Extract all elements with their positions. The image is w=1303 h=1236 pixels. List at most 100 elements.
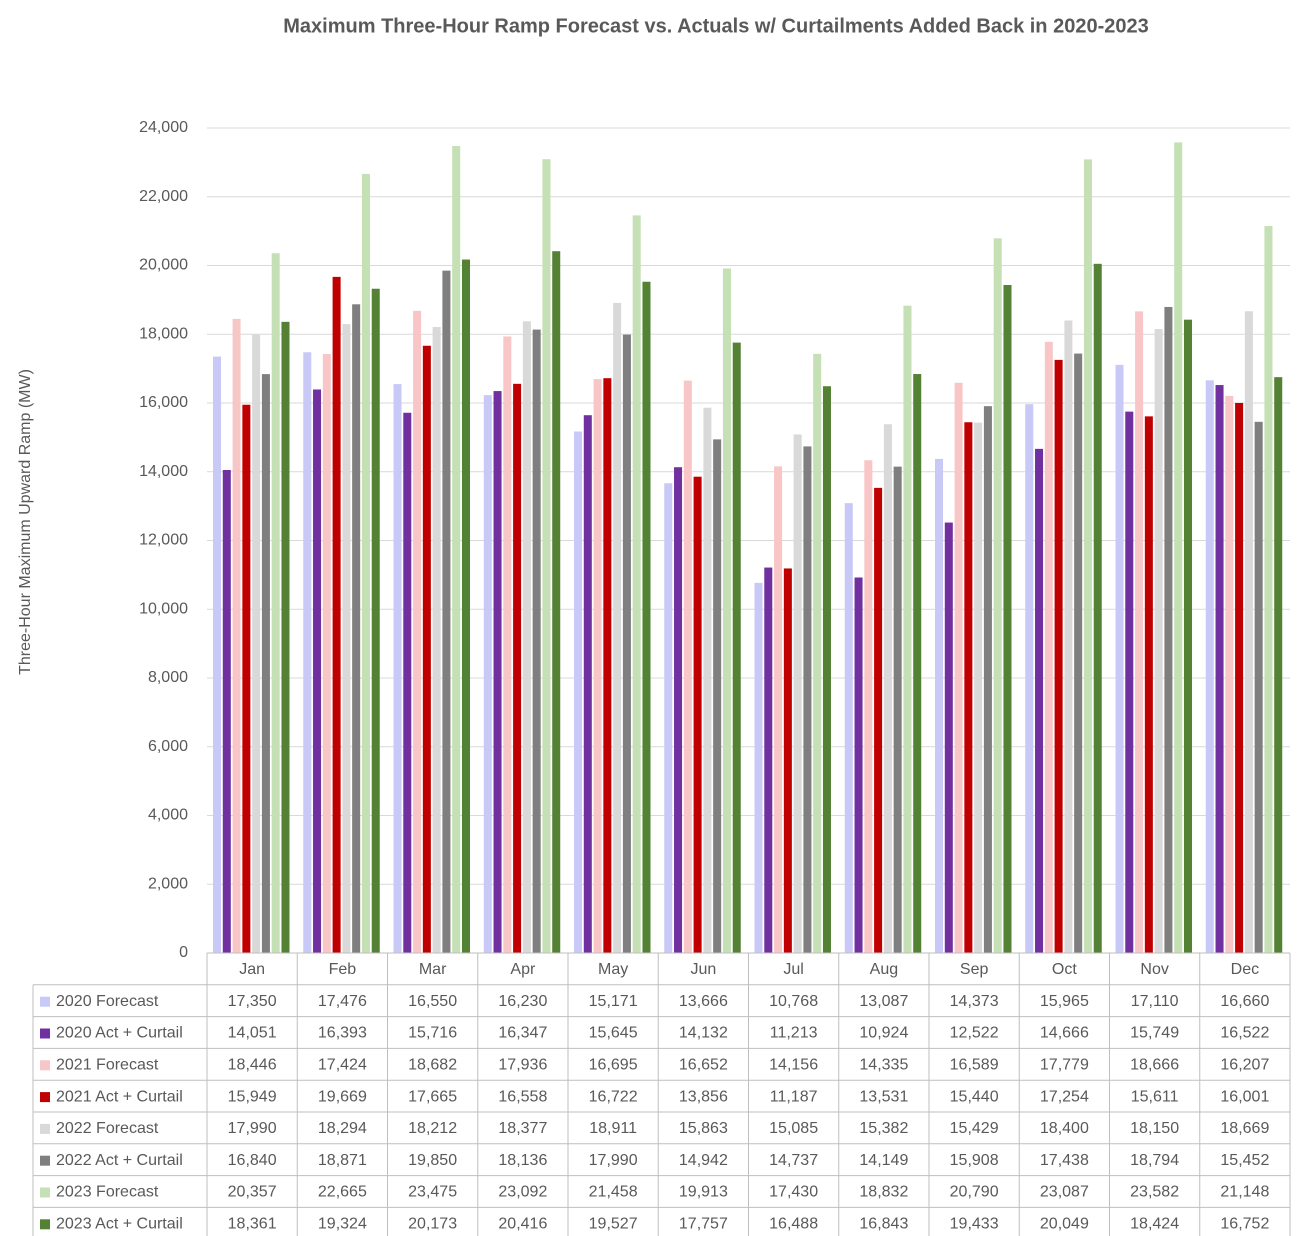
bar [622,334,631,953]
table-value: 20,790 [950,1184,999,1201]
table-value: 18,682 [408,1057,457,1074]
table-value: 19,433 [950,1216,999,1233]
bar [693,476,702,953]
bar [1235,402,1244,953]
bar [893,466,902,953]
table-value: 18,212 [408,1120,457,1137]
bar [261,374,270,953]
y-tick-label: 16,000 [139,394,188,411]
y-tick-label: 6,000 [148,738,188,755]
table-value: 17,990 [589,1152,638,1169]
table-value: 17,424 [318,1057,367,1074]
table-value: 18,400 [1040,1120,1089,1137]
table-value: 17,665 [408,1088,457,1105]
bar [342,324,351,953]
bar [1225,395,1234,953]
table-value: 20,049 [1040,1216,1089,1233]
x-tick-label: May [598,961,628,978]
x-tick-label: Sep [960,961,989,978]
bar [1215,385,1224,953]
bar [222,469,231,953]
table-value: 17,936 [498,1057,547,1074]
bar [983,406,992,954]
bar [303,352,312,953]
table-value: 15,382 [859,1120,908,1137]
bar [583,415,592,953]
table-value: 15,965 [1040,993,1089,1010]
table-value: 17,476 [318,993,367,1010]
x-tick-label: Dec [1231,961,1259,978]
bar [483,395,492,953]
table-value: 14,156 [769,1057,818,1074]
bar [1093,263,1102,953]
bar [913,374,922,954]
table-value: 16,695 [589,1057,638,1074]
table-value: 15,716 [408,1025,457,1042]
table-value: 15,171 [589,993,638,1010]
bar [793,434,802,953]
legend-label: 2023 Act + Curtail [56,1216,183,1233]
legend-label: 2021 Forecast [56,1057,159,1074]
y-tick-label: 22,000 [139,188,188,205]
bar [703,407,712,954]
bar [974,422,983,953]
legend-label: 2022 Act + Curtail [56,1152,183,1169]
y-tick-label: 8,000 [148,669,188,686]
bar [1264,226,1273,954]
table-value: 18,424 [1130,1216,1179,1233]
bar [461,259,470,954]
table-value: 16,843 [859,1216,908,1233]
table-value: 10,768 [769,993,818,1010]
table-value: 17,990 [228,1120,277,1137]
table-value: 11,213 [770,1025,818,1042]
bar [1164,306,1173,953]
table-value: 13,531 [859,1088,908,1105]
bar [664,483,673,953]
bar [844,503,853,953]
x-tick-label: Jan [239,961,265,978]
table-value: 14,149 [859,1152,908,1169]
bar [1154,329,1163,953]
table-value: 16,652 [679,1057,728,1074]
table-value: 17,757 [679,1216,728,1233]
x-tick-label: Apr [510,961,536,978]
bar [944,522,953,953]
bar [713,439,722,953]
table-value: 18,666 [1130,1057,1179,1074]
bar [803,446,812,953]
bar [993,238,1002,953]
legend-swatch [40,1155,50,1166]
table-value: 18,794 [1130,1152,1179,1169]
bar [452,146,461,953]
bar [281,321,290,953]
table-value: 16,550 [408,993,457,1010]
y-axis-label: Three-Hour Maximum Upward Ramp (MW) [17,369,34,675]
table-value: 15,749 [1130,1025,1179,1042]
table-value: 15,440 [950,1088,999,1105]
x-tick-label: Jul [783,961,803,978]
legend-swatch [40,1092,50,1103]
table-value: 18,871 [318,1152,367,1169]
table-value: 10,924 [859,1025,908,1042]
table-value: 18,669 [1220,1120,1269,1137]
bar [732,342,741,953]
table-value: 17,110 [1131,993,1179,1010]
bar [1044,341,1053,953]
legend-swatch [40,1028,50,1039]
table-value: 18,911 [589,1120,637,1137]
bar [393,384,402,953]
table-value: 13,856 [679,1088,728,1105]
legend-label: 2020 Act + Curtail [56,1025,183,1042]
bar [754,582,763,953]
bar [813,353,822,953]
bar [332,276,341,953]
table-value: 16,752 [1220,1216,1269,1233]
bar [674,467,683,953]
table-value: 13,087 [859,993,908,1010]
table-value: 17,430 [769,1184,818,1201]
legend-label: 2021 Act + Curtail [56,1088,183,1105]
bar [964,422,973,953]
table-value: 16,558 [498,1088,547,1105]
table-value: 22,665 [318,1184,367,1201]
